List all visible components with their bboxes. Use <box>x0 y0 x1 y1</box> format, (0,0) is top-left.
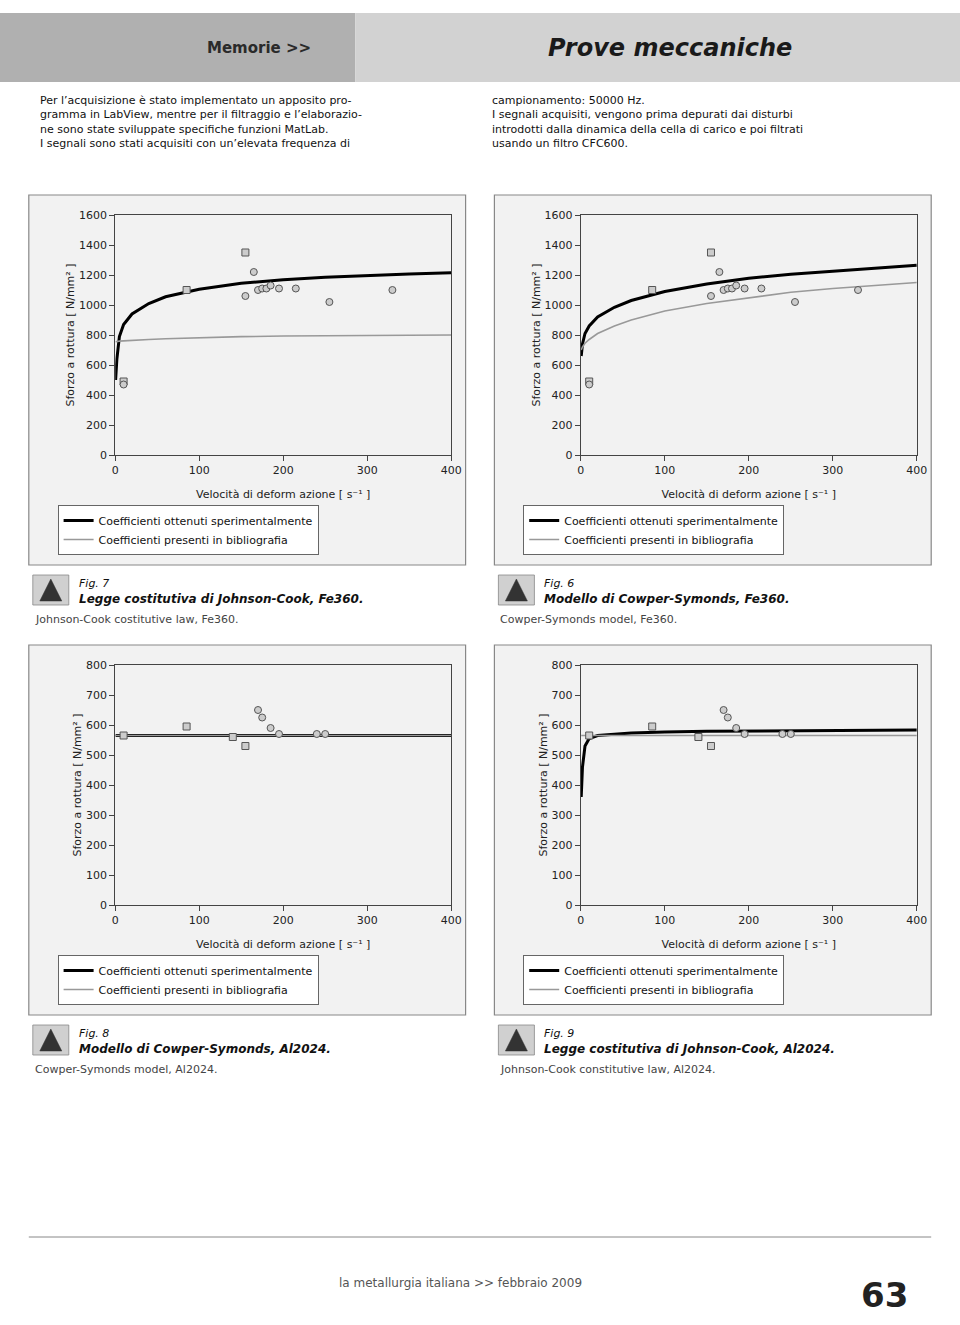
svg-text:200: 200 <box>86 419 107 432</box>
svg-text:300: 300 <box>822 464 843 477</box>
svg-text:200: 200 <box>273 464 294 477</box>
svg-text:600: 600 <box>552 719 573 732</box>
svg-text:Coefficienti presenti in bibli: Coefficienti presenti in bibliografia <box>99 984 288 997</box>
svg-text:Coefficienti ottenuti sperimen: Coefficienti ottenuti sperimentalmente <box>99 515 313 528</box>
svg-text:200: 200 <box>86 839 107 852</box>
svg-text:Fig. 7: Fig. 7 <box>79 577 109 590</box>
svg-text:Sforzo a rottura [ N/mm² ]: Sforzo a rottura [ N/mm² ] <box>64 263 77 406</box>
svg-text:1600: 1600 <box>79 209 107 222</box>
svg-text:200: 200 <box>552 839 573 852</box>
svg-text:Coefficienti presenti in bibli: Coefficienti presenti in bibliografia <box>99 534 288 547</box>
svg-text:400: 400 <box>86 779 107 792</box>
svg-text:Coefficienti ottenuti sperimen: Coefficienti ottenuti sperimentalmente <box>564 965 778 978</box>
svg-text:Coefficienti presenti in bibli: Coefficienti presenti in bibliografia <box>564 984 753 997</box>
svg-text:100: 100 <box>552 869 573 882</box>
svg-text:Prove meccaniche: Prove meccaniche <box>548 34 792 62</box>
svg-text:400: 400 <box>86 389 107 402</box>
svg-text:1000: 1000 <box>79 299 107 312</box>
svg-text:400: 400 <box>552 779 573 792</box>
svg-text:300: 300 <box>822 914 843 927</box>
svg-text:600: 600 <box>86 359 107 372</box>
svg-text:400: 400 <box>552 389 573 402</box>
svg-text:100: 100 <box>654 464 675 477</box>
svg-text:Coefficienti ottenuti sperimen: Coefficienti ottenuti sperimentalmente <box>564 515 778 528</box>
svg-text:1600: 1600 <box>545 209 573 222</box>
svg-text:Velocità di deform azione [ s⁻: Velocità di deform azione [ s⁻¹ ] <box>196 488 370 501</box>
svg-text:Velocità di deform azione [ s⁻: Velocità di deform azione [ s⁻¹ ] <box>662 488 836 501</box>
svg-text:200: 200 <box>552 419 573 432</box>
svg-text:Sforzo a rottura [ N/mm² ]: Sforzo a rottura [ N/mm² ] <box>530 263 543 406</box>
svg-text:500: 500 <box>552 749 573 762</box>
svg-text:Sforzo a rottura [ N/mm² ]: Sforzo a rottura [ N/mm² ] <box>71 713 84 856</box>
svg-text:Cowper-Symonds model, Fe360.: Cowper-Symonds model, Fe360. <box>500 613 677 626</box>
svg-text:0: 0 <box>112 464 119 477</box>
svg-text:800: 800 <box>552 329 573 342</box>
svg-text:600: 600 <box>552 359 573 372</box>
svg-text:Legge costitutiva di Johnson-C: Legge costitutiva di Johnson-Cook, Al202… <box>544 1042 835 1056</box>
svg-text:Fig. 6: Fig. 6 <box>544 577 574 590</box>
svg-text:200: 200 <box>738 914 759 927</box>
svg-text:500: 500 <box>86 749 107 762</box>
svg-text:1400: 1400 <box>545 239 573 252</box>
svg-text:600: 600 <box>86 719 107 732</box>
svg-text:400: 400 <box>906 464 927 477</box>
svg-text:0: 0 <box>566 899 573 912</box>
svg-text:400: 400 <box>441 464 462 477</box>
svg-text:1400: 1400 <box>79 239 107 252</box>
svg-text:campionamento: 50000 Hz.I segn: campionamento: 50000 Hz.I segnali acquis… <box>492 94 803 150</box>
svg-text:300: 300 <box>552 809 573 822</box>
svg-text:0: 0 <box>566 449 573 462</box>
svg-text:Per l’acquisizione è stato imp: Per l’acquisizione è stato implementato … <box>40 94 362 150</box>
svg-text:100: 100 <box>86 869 107 882</box>
svg-text:200: 200 <box>273 914 294 927</box>
svg-text:63: 63 <box>861 1275 908 1315</box>
svg-text:0: 0 <box>112 914 119 927</box>
svg-text:Coefficienti presenti in bibli: Coefficienti presenti in bibliografia <box>564 534 753 547</box>
svg-text:300: 300 <box>357 464 378 477</box>
svg-text:Velocità di deform azione [ s⁻: Velocità di deform azione [ s⁻¹ ] <box>196 938 370 951</box>
svg-text:800: 800 <box>86 659 107 672</box>
svg-text:1200: 1200 <box>79 269 107 282</box>
svg-text:300: 300 <box>86 809 107 822</box>
svg-text:Johnson-Cook constitutive law,: Johnson-Cook constitutive law, Al2024. <box>500 1063 715 1076</box>
svg-text:100: 100 <box>189 914 210 927</box>
svg-text:Modello di Cowper-Symonds, Al2: Modello di Cowper-Symonds, Al2024. <box>79 1042 331 1056</box>
svg-text:Modello di Cowper-Symonds, Fe3: Modello di Cowper-Symonds, Fe360. <box>544 592 789 606</box>
svg-text:200: 200 <box>738 464 759 477</box>
svg-text:Legge costitutiva di Johnson-C: Legge costitutiva di Johnson-Cook, Fe360… <box>79 592 363 606</box>
svg-text:100: 100 <box>654 914 675 927</box>
svg-text:la metallurgia italiana >> feb: la metallurgia italiana >> febbraio 2009 <box>339 1276 582 1290</box>
svg-text:Sforzo a rottura [ N/mm² ]: Sforzo a rottura [ N/mm² ] <box>537 713 550 856</box>
svg-text:Fig. 8: Fig. 8 <box>79 1027 109 1040</box>
svg-text:0: 0 <box>100 449 107 462</box>
svg-text:Velocità di deform azione [ s⁻: Velocità di deform azione [ s⁻¹ ] <box>662 938 836 951</box>
svg-text:1200: 1200 <box>545 269 573 282</box>
svg-text:1000: 1000 <box>545 299 573 312</box>
svg-text:0: 0 <box>577 914 584 927</box>
svg-text:0: 0 <box>100 899 107 912</box>
svg-text:100: 100 <box>189 464 210 477</box>
svg-text:Coefficienti ottenuti sperimen: Coefficienti ottenuti sperimentalmente <box>99 965 313 978</box>
svg-text:300: 300 <box>357 914 378 927</box>
svg-text:400: 400 <box>906 914 927 927</box>
svg-text:0: 0 <box>577 464 584 477</box>
svg-text:400: 400 <box>441 914 462 927</box>
svg-text:800: 800 <box>552 659 573 672</box>
svg-text:800: 800 <box>86 329 107 342</box>
svg-text:700: 700 <box>86 689 107 702</box>
svg-text:Johnson-Cook costitutive law,: Johnson-Cook costitutive law, Fe360. <box>35 613 238 626</box>
svg-text:700: 700 <box>552 689 573 702</box>
svg-text:Memorie >>: Memorie >> <box>207 39 311 57</box>
svg-text:Fig. 9: Fig. 9 <box>544 1027 574 1040</box>
svg-text:Cowper-Symonds model, Al2024.: Cowper-Symonds model, Al2024. <box>35 1063 217 1076</box>
